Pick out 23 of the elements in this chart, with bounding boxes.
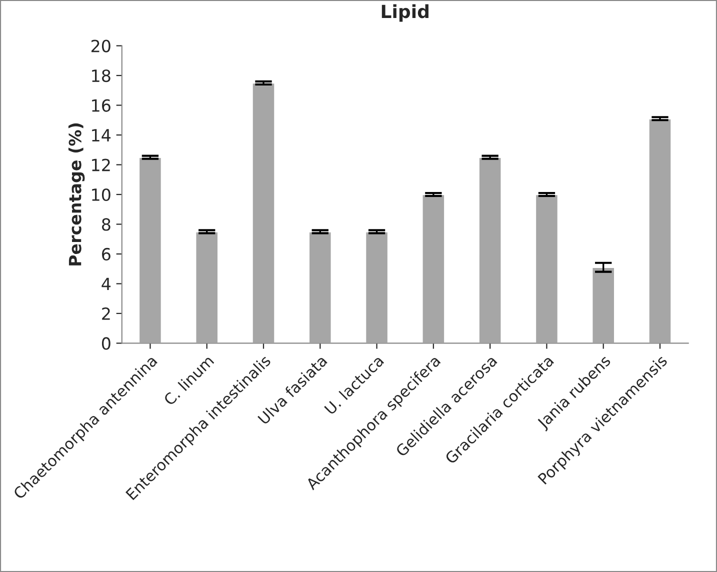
bar xyxy=(648,118,672,344)
y-tick-label: 0 xyxy=(102,337,110,350)
y-tick-label: 4 xyxy=(102,278,111,290)
bar xyxy=(138,156,162,344)
bar xyxy=(364,230,389,344)
y-tick-label: 8 xyxy=(102,218,110,231)
bar xyxy=(421,194,446,344)
y-tick-label: 18 xyxy=(92,69,110,82)
y-tick-label: 10 xyxy=(92,188,110,202)
y-tick-label: 20 xyxy=(91,40,110,52)
y-tick-label: 6 xyxy=(102,248,110,261)
bar xyxy=(251,82,276,344)
y-tick-label: 14 xyxy=(92,129,111,142)
y-tick-label: 16 xyxy=(92,99,110,112)
bar xyxy=(591,266,616,344)
bar xyxy=(534,194,559,344)
y-tick-label: 2 xyxy=(102,307,110,320)
bar xyxy=(194,230,219,344)
y-tick-label: 12 xyxy=(92,158,110,172)
bar xyxy=(478,156,502,344)
y-axis-title: Percentage (%) xyxy=(68,123,85,266)
bar xyxy=(308,230,332,344)
chart-title: Lipid xyxy=(382,4,428,22)
